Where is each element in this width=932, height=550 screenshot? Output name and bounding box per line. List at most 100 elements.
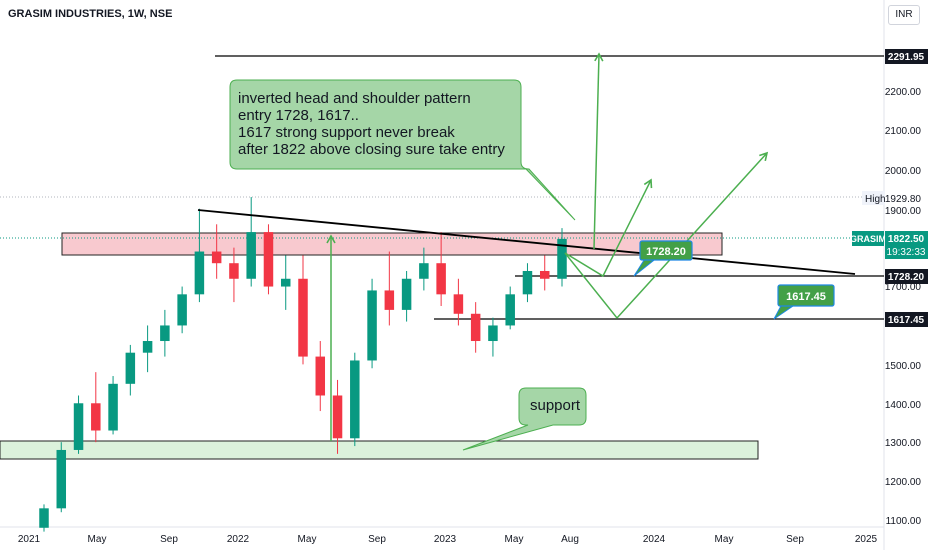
candle	[539, 255, 550, 291]
note-line: after 1822 above closing sure take entry	[238, 141, 505, 158]
candle-body	[332, 395, 343, 439]
candle	[91, 372, 101, 443]
time-label: Sep	[786, 534, 804, 545]
candle-body	[470, 313, 481, 342]
candle	[229, 247, 239, 303]
candle	[505, 286, 515, 330]
price-label: 1900.00	[885, 206, 922, 217]
candle-body	[73, 403, 84, 450]
candle	[177, 286, 187, 334]
candle	[211, 224, 222, 279]
currency-badge[interactable]: INR	[888, 5, 920, 25]
candle	[315, 341, 326, 412]
candle-body	[419, 263, 429, 279]
high-marker: High 1929.80	[862, 191, 921, 205]
candle	[298, 255, 308, 365]
price-label: 1500.00	[885, 361, 922, 372]
price-label: 1100.00	[886, 516, 922, 527]
high-value: 1929.80	[885, 194, 922, 205]
candle	[350, 352, 360, 447]
callout-1617[interactable]: 1617.45	[773, 284, 835, 320]
candle-body	[280, 278, 291, 287]
candle	[401, 270, 412, 322]
candle	[39, 504, 49, 532]
candle-body	[91, 403, 101, 431]
time-label: Sep	[160, 534, 178, 545]
current-price-tag: GRASIM 1822.50 19:32:33	[850, 231, 928, 259]
support-note[interactable]	[462, 387, 587, 451]
candle	[557, 228, 567, 287]
candles	[39, 197, 567, 532]
candle	[108, 376, 118, 435]
candle	[522, 263, 533, 303]
time-label: 2024	[643, 534, 666, 545]
candle	[160, 309, 170, 357]
time-label: 2023	[434, 534, 457, 545]
callout-1728-text: 1728.20	[646, 246, 686, 258]
time-label: 2021	[18, 534, 41, 545]
time-label: May	[715, 534, 734, 545]
candle-body	[125, 352, 136, 384]
candle-body	[384, 290, 395, 310]
candle	[142, 325, 153, 373]
pattern-note-text: inverted head and shoulder pattern entry…	[238, 90, 505, 158]
candle	[56, 442, 67, 513]
resistance-zone	[61, 232, 723, 256]
tag-2291-text: 2291.95	[888, 52, 925, 63]
candle-body	[488, 325, 498, 342]
time-label: 2022	[227, 534, 250, 545]
candle	[263, 224, 274, 295]
symbol-title[interactable]: GRASIM INDUSTRIES, 1W, NSE	[8, 8, 173, 20]
tag-1728-text: 1728.20	[888, 272, 925, 283]
price-axis-labels: 2200.00 2100.00 2000.00 1900.00 1700.00 …	[885, 87, 922, 527]
candle-body	[350, 360, 360, 439]
tag-1617-text: 1617.45	[888, 315, 925, 326]
candle-body	[401, 278, 412, 310]
candle	[73, 395, 84, 454]
candle-body	[246, 232, 256, 279]
candle-body	[315, 356, 326, 396]
candle	[246, 197, 256, 287]
candle-body	[436, 263, 446, 295]
candle-body	[505, 294, 515, 326]
candle-body	[39, 508, 49, 528]
countdown: 19:32:33	[887, 247, 926, 258]
candle-body	[229, 263, 239, 279]
candle-body	[142, 341, 153, 353]
candle	[470, 302, 481, 353]
candle	[194, 208, 205, 303]
time-label: May	[505, 534, 524, 545]
candle-body	[177, 294, 187, 326]
target-arrow-1728	[564, 178, 653, 278]
candle-body	[160, 325, 170, 342]
current-price: 1822.50	[888, 234, 925, 245]
candle	[419, 247, 429, 291]
candle	[280, 255, 291, 310]
current-symbol: GRASIM	[850, 234, 886, 244]
candle-body	[298, 278, 308, 357]
tag-2291: 2291.95	[885, 49, 928, 64]
tag-1728: 1728.20	[885, 269, 928, 284]
candle-body	[194, 251, 205, 295]
candle-body	[263, 232, 274, 287]
callout-1728[interactable]: 1728.20	[633, 240, 693, 277]
callout-1617-text: 1617.45	[786, 291, 826, 303]
price-label: 1300.00	[885, 438, 922, 449]
time-label: Aug	[561, 534, 579, 545]
candle	[488, 317, 498, 357]
candle-body	[557, 238, 567, 279]
candle	[453, 278, 464, 326]
note-line: 1617 strong support never break	[238, 124, 455, 141]
pattern-note[interactable]	[229, 79, 576, 221]
candle	[125, 344, 136, 396]
note-line: inverted head and shoulder pattern	[238, 90, 471, 107]
target-arrow-1617	[564, 151, 769, 320]
price-label: 1400.00	[885, 400, 922, 411]
candle-body	[539, 270, 550, 279]
price-label: 1700.00	[885, 282, 922, 293]
price-label: 2200.00	[885, 87, 922, 98]
candle-body	[453, 294, 464, 314]
time-label: 2025	[855, 534, 878, 545]
